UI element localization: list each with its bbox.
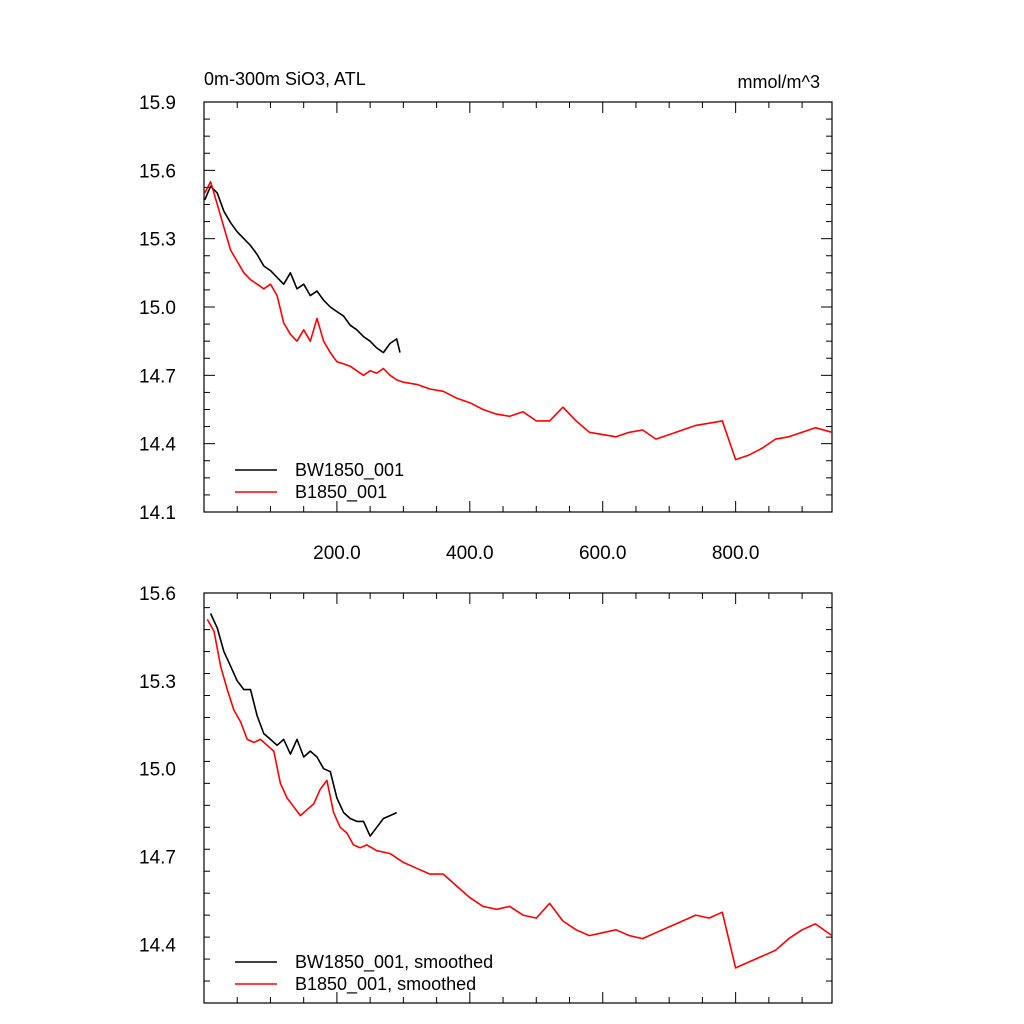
top-panel: 14.1 14.4 14.7 15.0 15.3 15.6 15.9 200.0 400.0 60… bbox=[139, 69, 833, 564]
series-line-bw1850-001-smoothed bbox=[209, 613, 398, 837]
y-tick-label: 15.3 bbox=[139, 230, 176, 251]
y-tick-label: 15.0 bbox=[139, 298, 176, 319]
y-tick-label: 15.0 bbox=[139, 760, 176, 781]
y-tick-label: 14.4 bbox=[139, 935, 176, 956]
chart-title: 0m-300m SiO3, ATL bbox=[204, 69, 366, 89]
y-tick-label: 14.7 bbox=[139, 366, 176, 387]
y-tick-label: 15.6 bbox=[139, 584, 176, 605]
series-line-b1850-001-smoothed bbox=[206, 619, 833, 969]
x-tick-label: 400.0 bbox=[446, 543, 494, 564]
plot-frame bbox=[203, 101, 833, 513]
y-tick-label: 14.1 bbox=[139, 503, 176, 524]
legend-label: BW1850_001, smoothed bbox=[295, 952, 493, 973]
legend-label: B1850_001 bbox=[295, 482, 387, 503]
legend-label: BW1850_001 bbox=[295, 460, 404, 481]
x-tick-label: 200.0 bbox=[313, 543, 361, 564]
y-tick-label: 15.3 bbox=[139, 672, 176, 693]
y-tick-label: 15.9 bbox=[139, 93, 176, 114]
series-line-b1850-001 bbox=[203, 180, 833, 461]
series-line-bw1850-001 bbox=[203, 185, 401, 354]
legend-label: B1850_001, smoothed bbox=[295, 974, 476, 995]
x-tick-label: 600.0 bbox=[579, 543, 627, 564]
units-label: mmol/m^3 bbox=[738, 72, 820, 92]
bottom-panel: 14.4 14.7 15.0 15.3 15.6 BW1850_001, smoothed… bbox=[139, 584, 833, 1004]
y-tick-label: 14.7 bbox=[139, 848, 176, 869]
y-tick-label: 15.6 bbox=[139, 161, 176, 182]
plot-frame bbox=[203, 592, 833, 1004]
y-tick-label: 14.4 bbox=[139, 435, 176, 456]
x-tick-label: 800.0 bbox=[712, 543, 760, 564]
